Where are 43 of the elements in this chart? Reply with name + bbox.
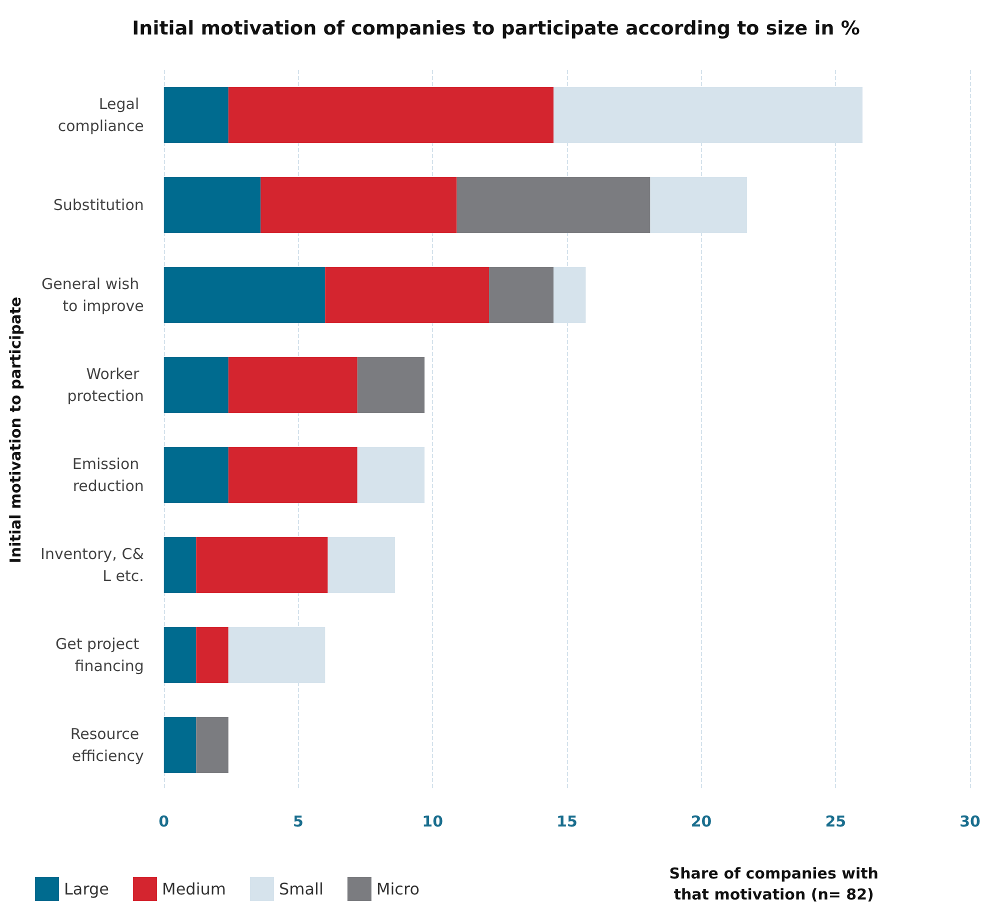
bar (325, 267, 490, 323)
x-tick-label: 10 (422, 812, 444, 830)
x-tick-label: 30 (960, 812, 980, 830)
bar (196, 717, 228, 773)
x-tick-label: 0 (158, 812, 170, 830)
y-tick-label: Worker protection (67, 365, 144, 405)
legend-label: Medium (162, 880, 226, 898)
bar (164, 537, 196, 593)
bar (357, 357, 425, 413)
bar (328, 537, 395, 593)
bar (456, 177, 650, 233)
y-tick-label: Get project financing (56, 635, 144, 675)
bar (196, 537, 328, 593)
legend-label: Large (64, 880, 110, 898)
y-tick-label: Emission reduction (72, 455, 144, 495)
bar (196, 627, 228, 683)
bar (164, 267, 326, 323)
bar (164, 357, 228, 413)
x-axis-title: Share of companies with that motivation (n= 82) (669, 864, 878, 904)
bar (228, 87, 554, 143)
legend-label: Micro (376, 880, 420, 898)
y-axis-title: Initial motivation to participate (6, 296, 24, 564)
y-tick-label: Resource efficiency (70, 725, 144, 765)
x-tick-label: 5 (293, 812, 304, 830)
legend-label: Small (278, 880, 324, 898)
bar (228, 447, 358, 503)
bar (357, 447, 425, 503)
x-tick-label: 20 (690, 812, 712, 830)
y-tick-label: Inventory, C&L etc. (40, 545, 144, 585)
bar (164, 87, 228, 143)
bar (164, 717, 196, 773)
chart-title: Initial motivation of companies to participate according to size in % (132, 18, 860, 40)
bar (164, 627, 196, 683)
bar (164, 447, 228, 503)
bar (164, 177, 261, 233)
y-tick-label: Substitution (53, 196, 144, 214)
bar (228, 357, 358, 413)
x-tick-label: 15 (556, 812, 578, 830)
y-tick-label: Legal compliance (58, 95, 144, 135)
y-tick-label: General wish to improve (41, 275, 144, 315)
x-tick-label: 25 (825, 812, 846, 830)
bar (260, 177, 457, 233)
bar (489, 267, 554, 323)
